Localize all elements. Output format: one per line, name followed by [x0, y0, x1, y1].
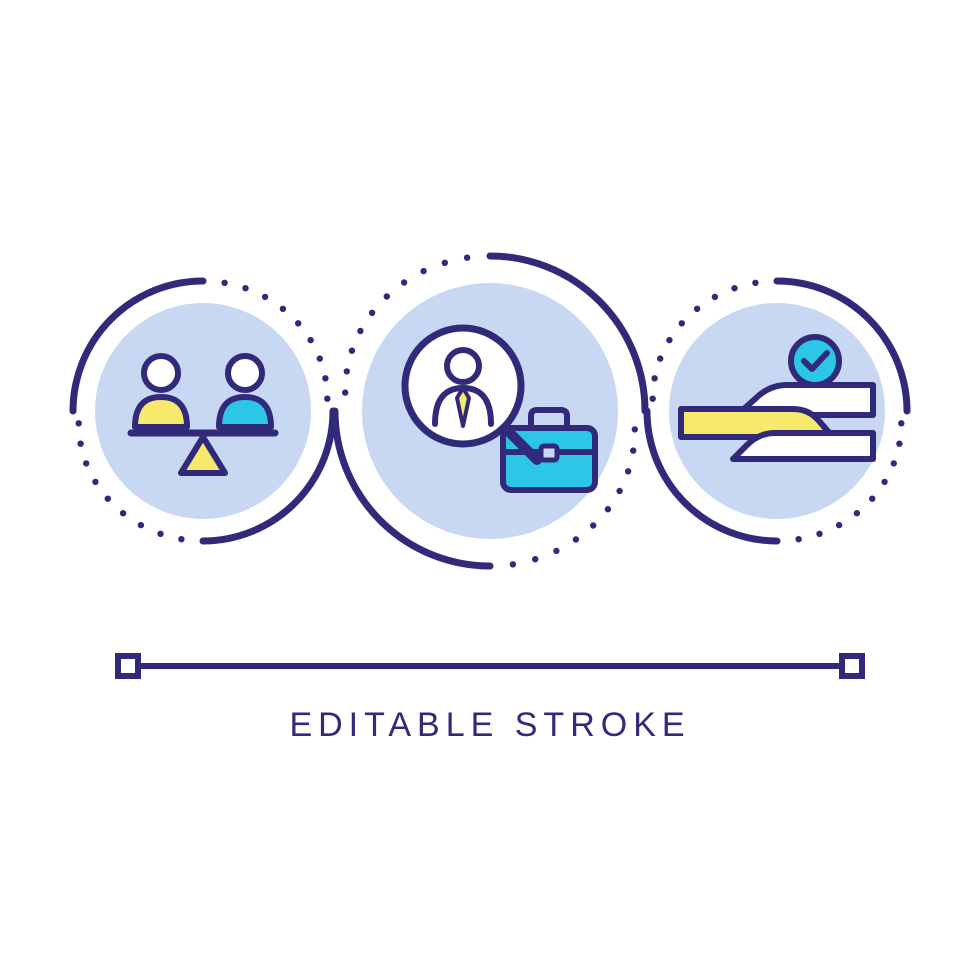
editable-stroke-line: [100, 646, 880, 686]
balance-icon-slot: [63, 261, 343, 561]
icons-row: [63, 236, 917, 586]
job-search-icon: [325, 236, 655, 586]
handshake-approved-icon: [637, 261, 917, 561]
vector-handle-line-icon: [100, 646, 880, 686]
editable-stroke-label: EDITABLE STROKE: [289, 706, 690, 745]
balance-equality-icon: [63, 261, 343, 561]
search-icon-slot: [325, 236, 655, 586]
handshake-icon-slot: [637, 261, 917, 561]
